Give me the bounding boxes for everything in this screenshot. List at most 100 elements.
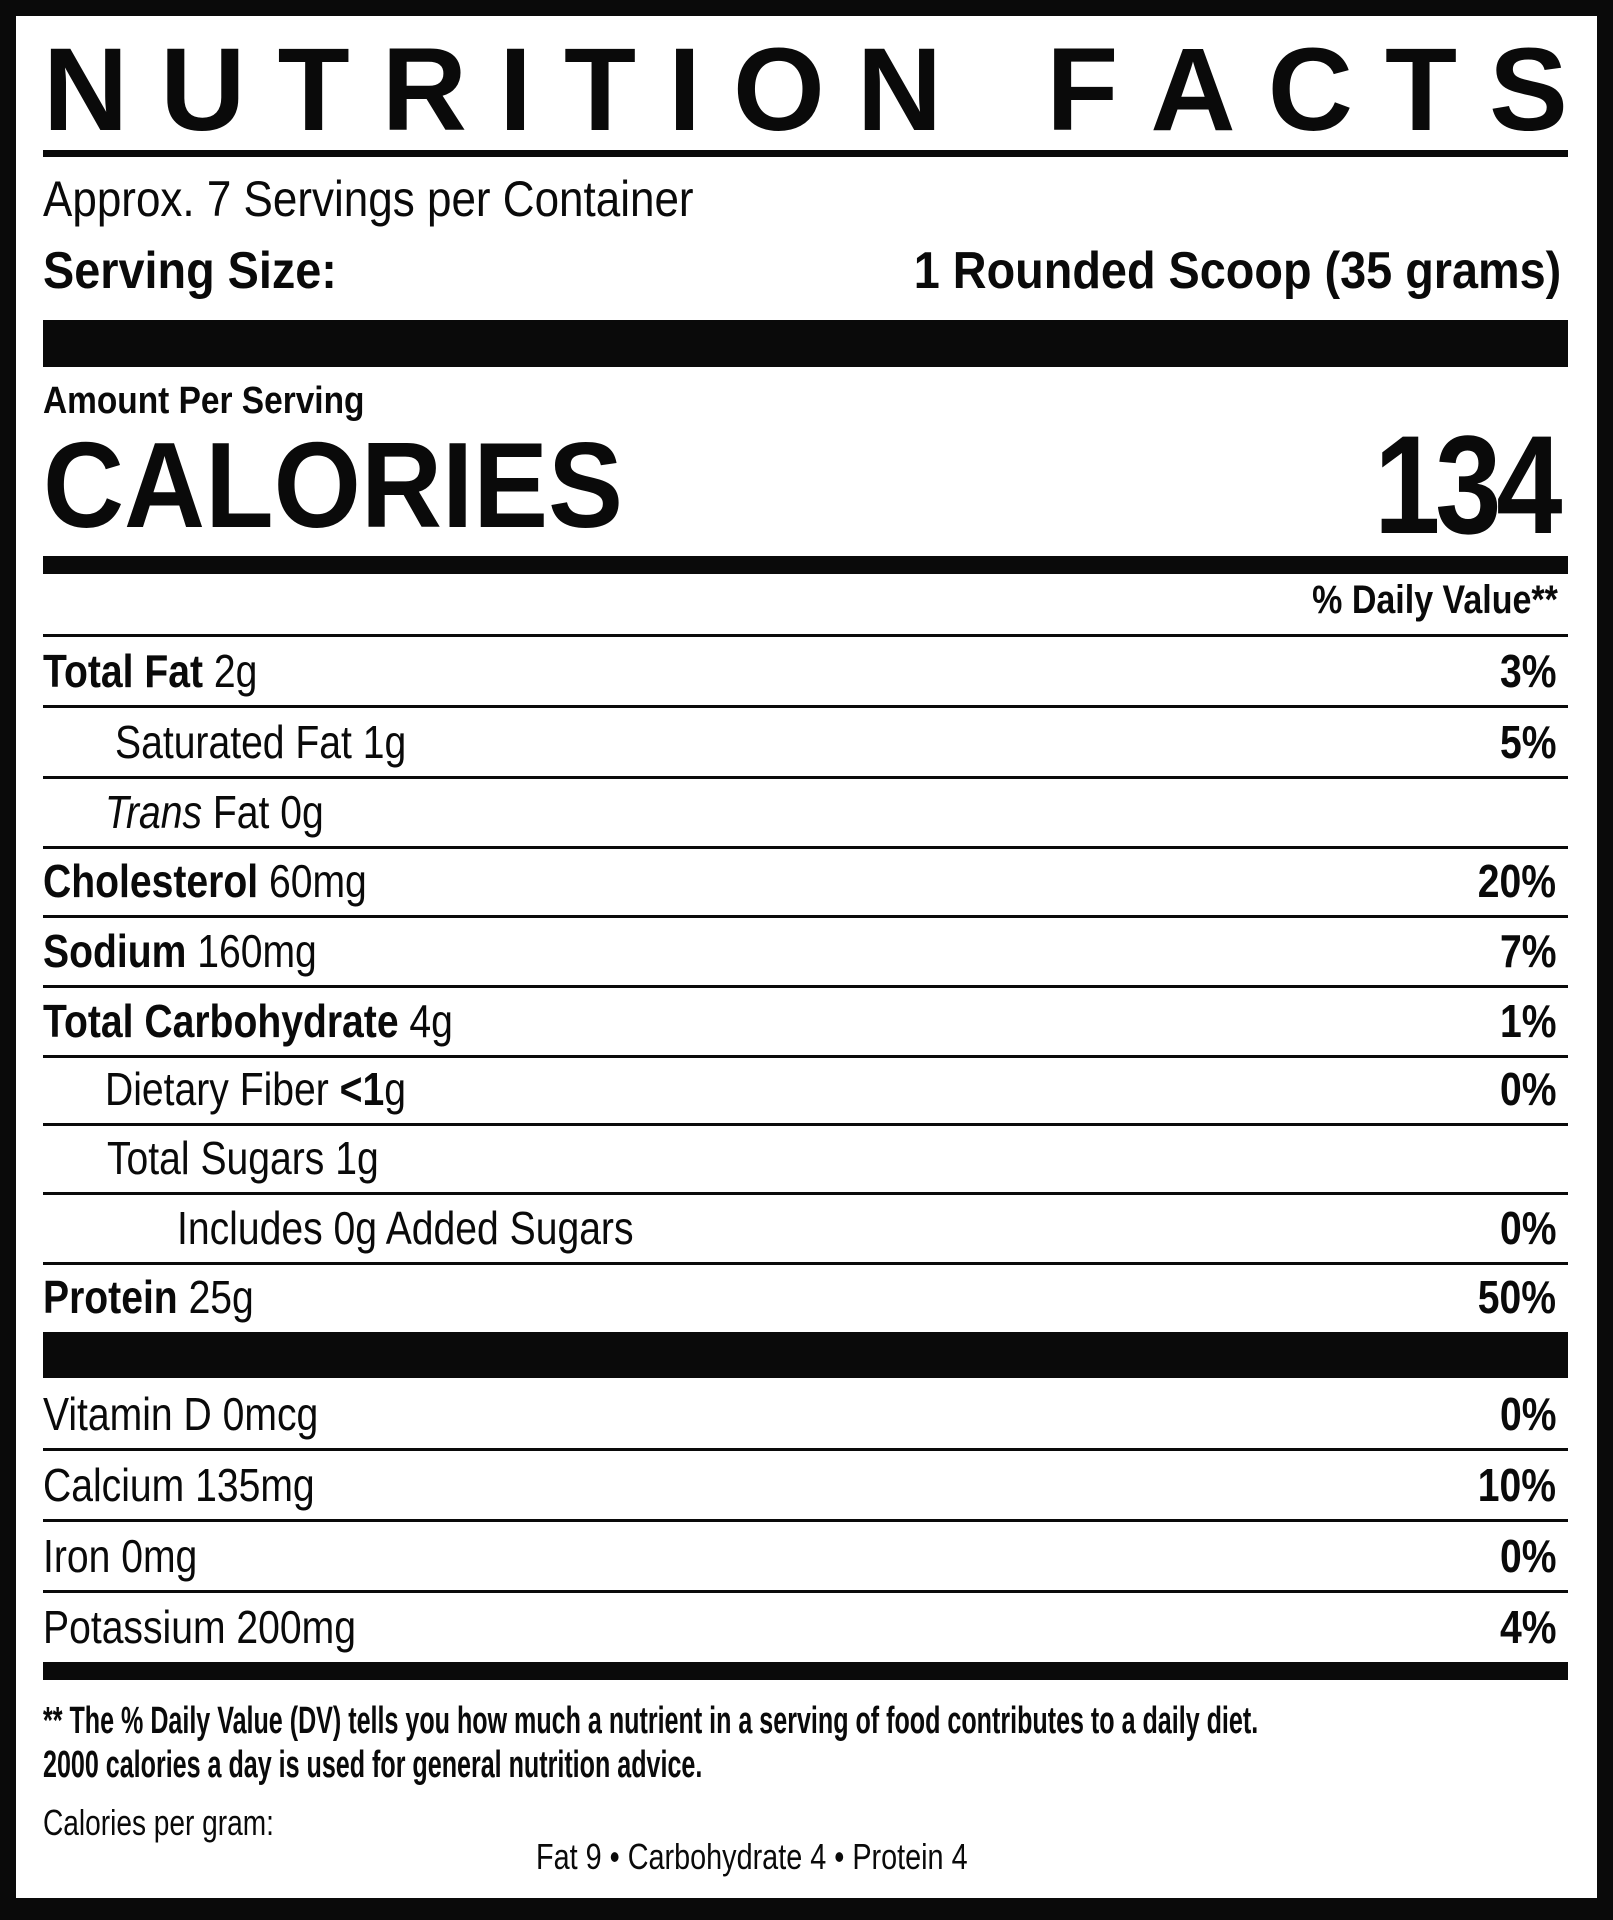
daily-value-percent: 3% (1490, 644, 1568, 698)
nutrient-amount: 4g (409, 995, 453, 1047)
daily-value-percent (1556, 1131, 1568, 1185)
daily-value-text: 0% (1499, 1530, 1556, 1582)
footnote-line-2: 2000 calories a day is used for general … (43, 1744, 703, 1786)
daily-value-percent: 50% (1464, 1270, 1568, 1324)
title-letter: O (732, 24, 825, 156)
amount-per-serving-text: Amount Per Serving (43, 380, 365, 422)
thick-bar (43, 1332, 1568, 1378)
nutrient-amount: 160mg (197, 925, 317, 977)
nutrient-amount: 200mg (236, 1601, 356, 1653)
nutrient-row: Total Carbohydrate 4g 1% (43, 987, 1568, 1058)
nutrient-text: Iron 0mg (43, 1529, 197, 1583)
nutrient-row: Trans Fat 0g (43, 778, 1568, 849)
nutrient-amount-bold: <1 (339, 1063, 385, 1115)
footnote: 2000 calories a day is used for general … (43, 1744, 1568, 1792)
footnote: ** The % Daily Value (DV) tells you how … (43, 1700, 1568, 1748)
daily-value-header-text: % Daily Value** (1312, 578, 1558, 622)
title-letter: S (1489, 24, 1568, 156)
nutrient-amount: 0g (280, 786, 324, 838)
nutrient-label: Dietary Fiber <1g (43, 1062, 459, 1116)
nutrient-name: Calcium (43, 1459, 185, 1511)
daily-value-percent: 20% (1464, 854, 1568, 908)
thick-bar (43, 320, 1568, 367)
nutrient-text: Dietary Fiber <1g (105, 1062, 406, 1116)
nutrient-name: Fat (212, 786, 270, 838)
thick-divider (43, 556, 1568, 574)
daily-value-percent: 0% (1490, 1201, 1568, 1255)
nutrient-name: Saturated Fat (115, 716, 352, 768)
nutrient-amount: 2g (213, 645, 258, 697)
nutrient-label: Protein 25g (43, 1270, 291, 1324)
nutrient-name: Vitamin D (43, 1388, 212, 1440)
serving-size-value: 1 Rounded Scoop (35 grams) (913, 242, 1561, 300)
nutrient-label: Cholesterol 60mg (43, 854, 424, 908)
nutrient-row: Total Fat 2g 3% (43, 637, 1568, 708)
amount-per-serving: Amount Per Serving (43, 380, 1568, 426)
title-letter: T (277, 24, 350, 156)
calories-row: CALORIES 134 (43, 406, 1568, 563)
nutrient-row: Potassium 200mg 4% (43, 1593, 1568, 1661)
nutrient-text: Total Carbohydrate 4g (43, 994, 453, 1048)
title-letter: F (1046, 24, 1119, 156)
nutrient-text: Protein 25g (43, 1270, 254, 1324)
nutrient-row: Total Sugars 1g (43, 1124, 1568, 1195)
nutrient-name: Total Sugars (107, 1132, 325, 1184)
calories-per-gram: Calories per gram: (43, 1802, 1568, 1846)
daily-value-percent: 5% (1490, 715, 1568, 769)
nutrient-text: Total Sugars 1g (107, 1131, 379, 1185)
nutrient-name: Includes 0g Added Sugars (177, 1202, 634, 1254)
nutrient-row: Calcium 135mg 10% (43, 1451, 1568, 1522)
daily-value-text: 20% (1477, 855, 1556, 907)
daily-value-text: 0% (1499, 1202, 1556, 1254)
nutrient-label: Trans Fat 0g (43, 785, 362, 839)
divider (43, 150, 1568, 157)
nutrient-amount: 135mg (195, 1459, 315, 1511)
nutrient-amount: 1g (335, 1132, 379, 1184)
nutrient-text: Trans Fat 0g (105, 785, 324, 839)
nutrient-amount: 25g (188, 1271, 254, 1323)
daily-value-percent (1556, 785, 1568, 839)
calories-value: 134 (1374, 406, 1563, 563)
daily-value-text: 50% (1477, 1271, 1556, 1323)
nutrient-row: Includes 0g Added Sugars 0% (43, 1194, 1568, 1265)
nutrient-name: Cholesterol (43, 855, 259, 907)
calories-per-gram-values-text: Fat 9 • Carbohydrate 4 • Protein 4 (536, 1836, 968, 1877)
nutrient-name: Protein (43, 1271, 178, 1323)
title-letter: N (856, 24, 943, 156)
title-letter: T (1385, 24, 1458, 156)
serving-size: Serving Size: 1 Rounded Scoop (35 grams) (43, 240, 1568, 302)
nutrient-label: Sodium 160mg (43, 924, 365, 978)
thick-divider (43, 1662, 1568, 1680)
footnote-line-1: ** The % Daily Value (DV) tells you how … (43, 1700, 1259, 1742)
title-letter: N (43, 24, 129, 156)
nutrient-name: Potassium (43, 1601, 226, 1653)
nutrient-text: Saturated Fat 1g (115, 715, 406, 769)
daily-value-percent: 1% (1490, 994, 1568, 1048)
nutrient-amount: 60mg (268, 855, 367, 907)
nutrient-name: Sodium (43, 925, 187, 977)
daily-value-text: 7% (1499, 925, 1556, 977)
calories-label: CALORIES (43, 417, 623, 553)
nutrient-label: Vitamin D 0mcg (43, 1387, 367, 1441)
nutrient-text: Includes 0g Added Sugars (177, 1201, 634, 1255)
nutrient-text: Calcium 135mg (43, 1458, 315, 1512)
title-letter: T (563, 24, 637, 156)
calories-per-gram-values: Fat 9 • Carbohydrate 4 • Protein 4 (536, 1836, 1136, 1880)
nutrient-row: Sodium 160mg 7% (43, 917, 1568, 988)
nutrient-text: Vitamin D 0mcg (43, 1387, 318, 1441)
servings-per-container: Approx. 7 Servings per Container (43, 170, 1568, 230)
title-letter: C (1267, 24, 1353, 156)
nutrient-label: Saturated Fat 1g (43, 715, 458, 769)
daily-value-percent: 0% (1490, 1062, 1568, 1116)
servings-text: Approx. 7 Servings per Container (43, 171, 694, 227)
nutrient-name: Total Carbohydrate (43, 995, 399, 1047)
daily-value-percent: 4% (1490, 1600, 1568, 1654)
title-letter: R (381, 24, 467, 156)
nutrient-label: Total Carbohydrate 4g (43, 994, 525, 1048)
serving-size-label: Serving Size: (43, 242, 337, 300)
daily-value-text: 5% (1499, 716, 1556, 768)
nutrient-name: Dietary Fiber (105, 1063, 329, 1115)
nutrient-label: Iron 0mg (43, 1529, 225, 1583)
daily-value-text: 0% (1499, 1388, 1556, 1440)
